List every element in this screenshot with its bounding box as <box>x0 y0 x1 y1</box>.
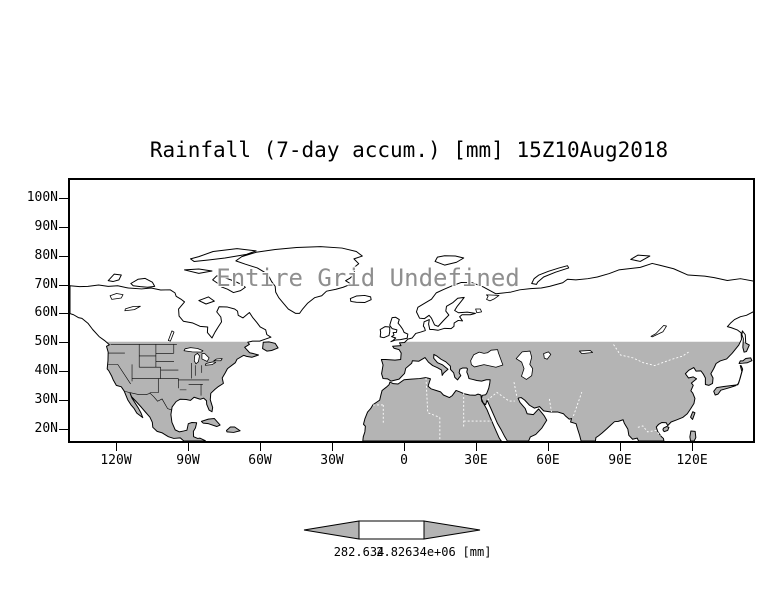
y-axis-label: 20N <box>34 421 58 436</box>
colorbar-left-label: 282.634 <box>333 545 385 559</box>
coastlines <box>70 246 753 441</box>
y-axis-label: 100N <box>26 190 58 205</box>
y-axis-label: 30N <box>34 392 58 407</box>
y-axis-tick <box>59 342 68 343</box>
x-axis-tick <box>188 443 189 451</box>
x-axis-tick <box>116 443 117 451</box>
map-frame: Entire Grid Undefined <box>68 178 755 443</box>
plot-title: Rainfall (7-day accum.) [mm] 15Z10Aug201… <box>149 138 669 162</box>
colorbar-right-arrow <box>423 520 481 540</box>
y-axis-tick <box>59 256 68 257</box>
y-axis-tick <box>59 429 68 430</box>
x-axis-label: 60E <box>536 453 560 468</box>
x-axis-tick <box>260 443 261 451</box>
shaded-land-south-of-50N <box>105 341 752 441</box>
x-axis-tick <box>692 443 693 451</box>
state-borders <box>108 344 210 411</box>
colorbar-units-label: [mm] <box>462 545 492 559</box>
y-axis-label: 70N <box>34 277 58 292</box>
x-axis-label: 30E <box>464 453 488 468</box>
colorbar-mid-segment <box>358 520 425 540</box>
y-axis-label: 40N <box>34 363 58 378</box>
x-axis-tick <box>404 443 405 451</box>
x-axis-label: 30W <box>320 453 344 468</box>
y-axis-label: 50N <box>34 334 58 349</box>
y-axis-label: 80N <box>34 248 58 263</box>
x-axis-label: 0 <box>400 453 408 468</box>
y-axis-label: 90N <box>34 219 58 234</box>
x-axis-tick <box>332 443 333 451</box>
y-axis-tick <box>59 313 68 314</box>
y-axis-tick <box>59 227 68 228</box>
country-borders <box>373 344 691 441</box>
colorbar-right-label: 2.82634e+06 <box>376 545 456 559</box>
y-axis-tick <box>59 285 68 286</box>
x-axis-tick <box>620 443 621 451</box>
x-axis-tick <box>548 443 549 451</box>
y-axis-tick <box>59 198 68 199</box>
x-axis-label: 90W <box>176 453 200 468</box>
x-axis-label: 60W <box>248 453 272 468</box>
world-map-svg <box>70 246 753 441</box>
y-axis-tick <box>59 371 68 372</box>
colorbar <box>303 520 481 540</box>
y-axis-label: 60N <box>34 305 58 320</box>
x-axis-label: 120W <box>100 453 132 468</box>
x-axis-tick <box>476 443 477 451</box>
y-axis-tick <box>59 400 68 401</box>
colorbar-left-arrow <box>303 520 360 540</box>
x-axis-label: 120E <box>676 453 708 468</box>
x-axis-label: 90E <box>608 453 632 468</box>
lakes <box>109 293 667 380</box>
undefined-message: Entire Grid Undefined <box>216 264 520 292</box>
